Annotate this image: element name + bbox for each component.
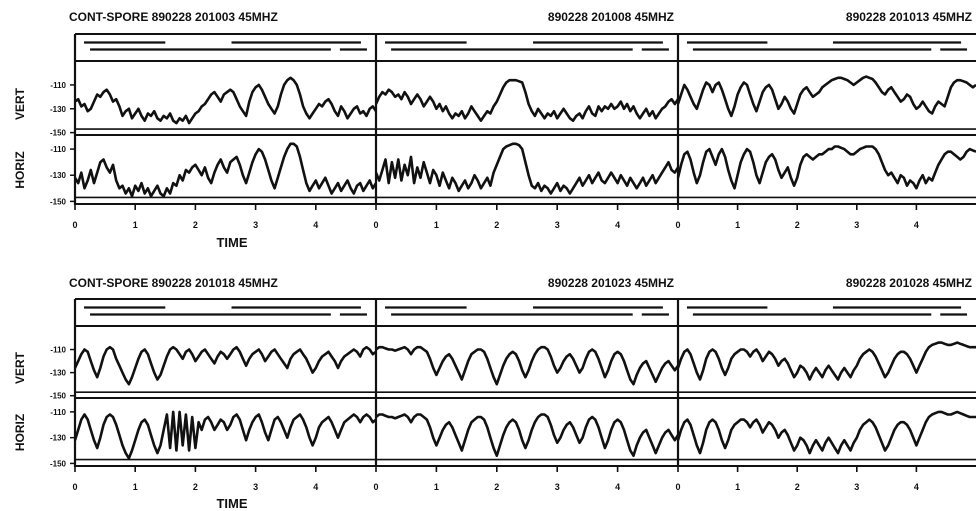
x-tick-label: 3	[253, 482, 258, 492]
x-tick-label: 0	[72, 220, 77, 230]
x-tick-label: 0	[675, 482, 680, 492]
x-tick-label: 3	[854, 482, 859, 492]
x-tick-label: 1	[735, 482, 740, 492]
x-tick-label: 1	[735, 220, 740, 230]
trace-vert	[676, 75, 976, 118]
x-tick-label: 0	[72, 482, 77, 492]
y-tick-label: -130	[50, 105, 67, 114]
trace-vert	[74, 76, 378, 125]
panel-title: 890228 201008 45MHZ	[548, 10, 674, 24]
x-tick-label: 4	[615, 220, 620, 230]
y-tick-label: -150	[50, 197, 67, 206]
x-tick-label: 0	[373, 220, 378, 230]
x-tick-label: 3	[253, 220, 258, 230]
x-tick-label: 2	[494, 220, 499, 230]
y-tick-label: -150	[50, 392, 67, 401]
y-tick-label: -130	[50, 171, 67, 180]
panel-title: 890228 201013 45MHZ	[846, 10, 972, 24]
trace-horiz	[375, 413, 680, 458]
y-tick-label: -150	[50, 459, 67, 468]
series-label: VERT	[13, 87, 27, 120]
y-tick-label: -150	[50, 129, 67, 138]
trace-horiz	[374, 142, 680, 195]
y-tick-label: -110	[50, 81, 66, 90]
y-tick-label: -110	[50, 408, 66, 417]
panel-title: 890228 201028 45MHZ	[846, 276, 972, 290]
trace-horiz	[676, 410, 976, 455]
series-label: VERT	[13, 351, 27, 384]
x-tick-label: 0	[675, 220, 680, 230]
x-tick-label: 2	[193, 482, 198, 492]
series-label: HORIZ	[13, 414, 27, 451]
trace-horiz	[73, 410, 377, 460]
trace-vert	[374, 78, 680, 122]
y-tick-label: -110	[50, 145, 66, 154]
x-tick-label: 1	[133, 482, 138, 492]
x-tick-label: 2	[795, 482, 800, 492]
x-tick-label: 0	[373, 482, 378, 492]
x-tick-label: 1	[434, 482, 439, 492]
trace-horiz	[73, 142, 378, 198]
trace-vert	[375, 345, 680, 386]
x-tick-label: 2	[193, 220, 198, 230]
panel-title: CONT-SPORE 890228 201003 45MHZ	[69, 10, 278, 24]
series-label: HORIZ	[13, 151, 27, 188]
x-tick-label: 4	[313, 220, 318, 230]
x-tick-label: 3	[555, 220, 560, 230]
x-tick-label: 1	[434, 220, 439, 230]
x-tick-label: 1	[133, 220, 138, 230]
trace-vert	[73, 345, 377, 386]
panel-title: 890228 201023 45MHZ	[548, 276, 674, 290]
x-tick-label: 4	[914, 482, 919, 492]
trace-vert	[676, 341, 976, 381]
x-tick-label: 4	[313, 482, 318, 492]
x-tick-label: 3	[555, 482, 560, 492]
x-axis-label: TIME	[216, 235, 247, 250]
trace-horiz	[676, 145, 976, 190]
x-tick-label: 4	[615, 482, 620, 492]
x-axis-label: TIME	[216, 496, 247, 511]
x-tick-label: 3	[854, 220, 859, 230]
x-tick-label: 2	[494, 482, 499, 492]
x-tick-label: 4	[914, 220, 919, 230]
x-tick-label: 2	[795, 220, 800, 230]
y-tick-label: -130	[50, 434, 67, 443]
y-tick-label: -130	[50, 369, 67, 378]
panel-title: CONT-SPORE 890228 201018 45MHZ	[69, 276, 278, 290]
y-tick-label: -110	[50, 346, 66, 355]
